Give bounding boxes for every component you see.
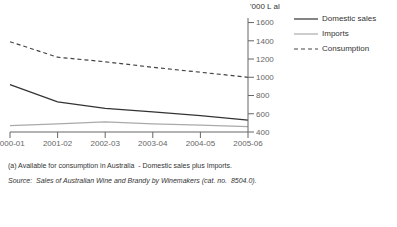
svg-text:2002-03: 2002-03 — [91, 139, 121, 148]
html-text:(a) Available for consumption: (a) Available for consumption in Austral… — [8, 162, 232, 169]
html-text:'000 L al: '000 L al — [250, 2, 280, 11]
svg-text:400: 400 — [256, 128, 270, 137]
svg-text:2004-05: 2004-05 — [186, 139, 216, 148]
html-text:Source: Sales of Australian Wi: Source: Sales of Australian Wine and Bra… — [8, 177, 257, 184]
svg-text:1400: 1400 — [256, 37, 274, 46]
svg-text:2000-01: 2000-01 — [8, 139, 25, 148]
html-text:Imports: Imports — [322, 29, 349, 38]
svg-text:800: 800 — [256, 91, 270, 100]
html-text:Consumption: Consumption — [322, 44, 370, 53]
svg-text:1600: 1600 — [256, 18, 274, 27]
svg-text:2003-04: 2003-04 — [138, 139, 168, 148]
svg-text:2001-02: 2001-02 — [43, 139, 73, 148]
svg-text:1200: 1200 — [256, 55, 274, 64]
svg-text:2005-06: 2005-06 — [233, 139, 263, 148]
html-text:Domestic sales: Domestic sales — [322, 14, 377, 23]
svg-text:1000: 1000 — [256, 73, 274, 82]
svg-text:600: 600 — [256, 110, 270, 119]
